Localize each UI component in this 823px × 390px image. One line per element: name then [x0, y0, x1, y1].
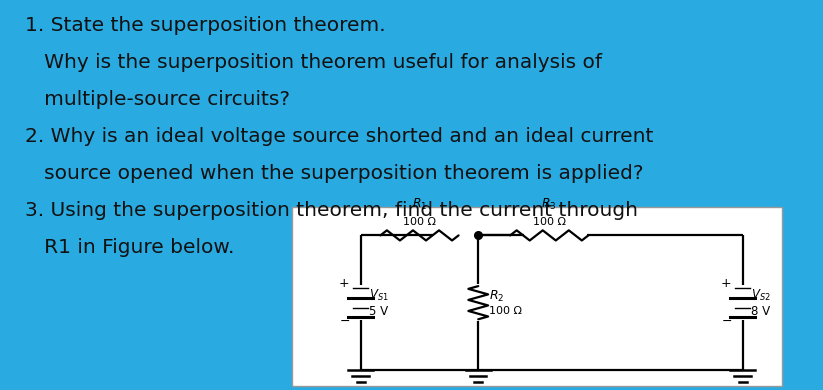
Text: $R_2$: $R_2$: [489, 289, 504, 304]
FancyBboxPatch shape: [292, 207, 782, 386]
Text: −: −: [722, 315, 732, 328]
Text: +: +: [720, 277, 731, 291]
Text: Why is the superposition theorem useful for analysis of: Why is the superposition theorem useful …: [25, 53, 602, 72]
Text: source opened when the superposition theorem is applied?: source opened when the superposition the…: [25, 164, 644, 183]
Text: $V_{S1}$: $V_{S1}$: [369, 288, 388, 303]
Text: 100 Ω: 100 Ω: [532, 217, 565, 227]
Text: 8 V: 8 V: [751, 305, 770, 318]
Text: 100 Ω: 100 Ω: [403, 217, 436, 227]
Text: $R_3$: $R_3$: [542, 197, 557, 212]
Text: 5 V: 5 V: [369, 305, 388, 318]
Text: 2. Why is an ideal voltage source shorted and an ideal current: 2. Why is an ideal voltage source shorte…: [25, 127, 653, 146]
Text: 100 Ω: 100 Ω: [489, 306, 522, 316]
Text: multiple-source circuits?: multiple-source circuits?: [25, 90, 290, 109]
Text: −: −: [340, 315, 350, 328]
Text: $R_1$: $R_1$: [412, 197, 427, 212]
Text: R1 in Figure below.: R1 in Figure below.: [25, 238, 234, 257]
Text: +: +: [338, 277, 349, 291]
Text: 1. State the superposition theorem.: 1. State the superposition theorem.: [25, 16, 385, 35]
Text: $V_{S2}$: $V_{S2}$: [751, 288, 770, 303]
Text: 3. Using the superposition theorem, find the current through: 3. Using the superposition theorem, find…: [25, 201, 638, 220]
